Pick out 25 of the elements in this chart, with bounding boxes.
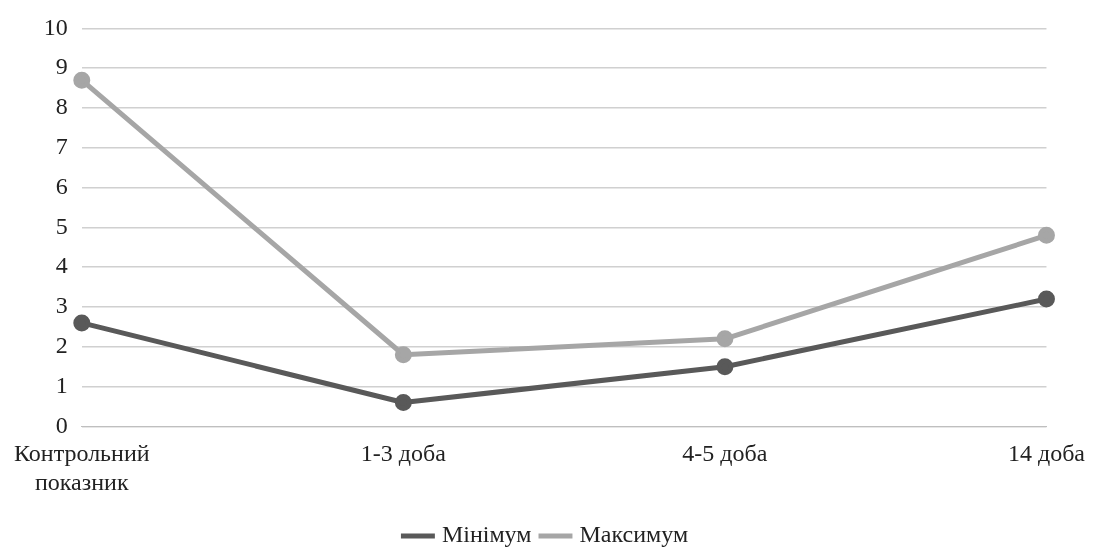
point [73,314,91,332]
y-tick-label: 3 [55,292,68,319]
y-tick-label: 8 [55,93,68,120]
y-tick-label: 7 [55,133,68,160]
point [394,346,412,364]
y-tick-label: 10 [43,13,68,40]
x-tick-label: 1-3 доба [360,440,447,467]
point [716,330,734,348]
legend-label: Максимум [579,521,689,548]
y-tick-label: 6 [55,172,68,199]
y-tick-label: 0 [55,411,68,438]
point [73,71,91,89]
x-tick-label: Контрольний показник [14,440,150,495]
legend-label: Мінімум [441,521,532,548]
y-tick-label: 9 [55,53,68,80]
point [1037,226,1055,244]
y-tick-label: 4 [55,252,68,279]
x-tick-label: 14 доба [1007,440,1086,467]
point [716,358,734,376]
x-tick-label: 4-5 доба [682,440,768,467]
point [1037,290,1055,308]
y-tick-label: 5 [55,212,68,239]
y-tick-label: 1 [55,371,68,398]
point [394,394,412,412]
y-tick-label: 2 [55,332,68,359]
